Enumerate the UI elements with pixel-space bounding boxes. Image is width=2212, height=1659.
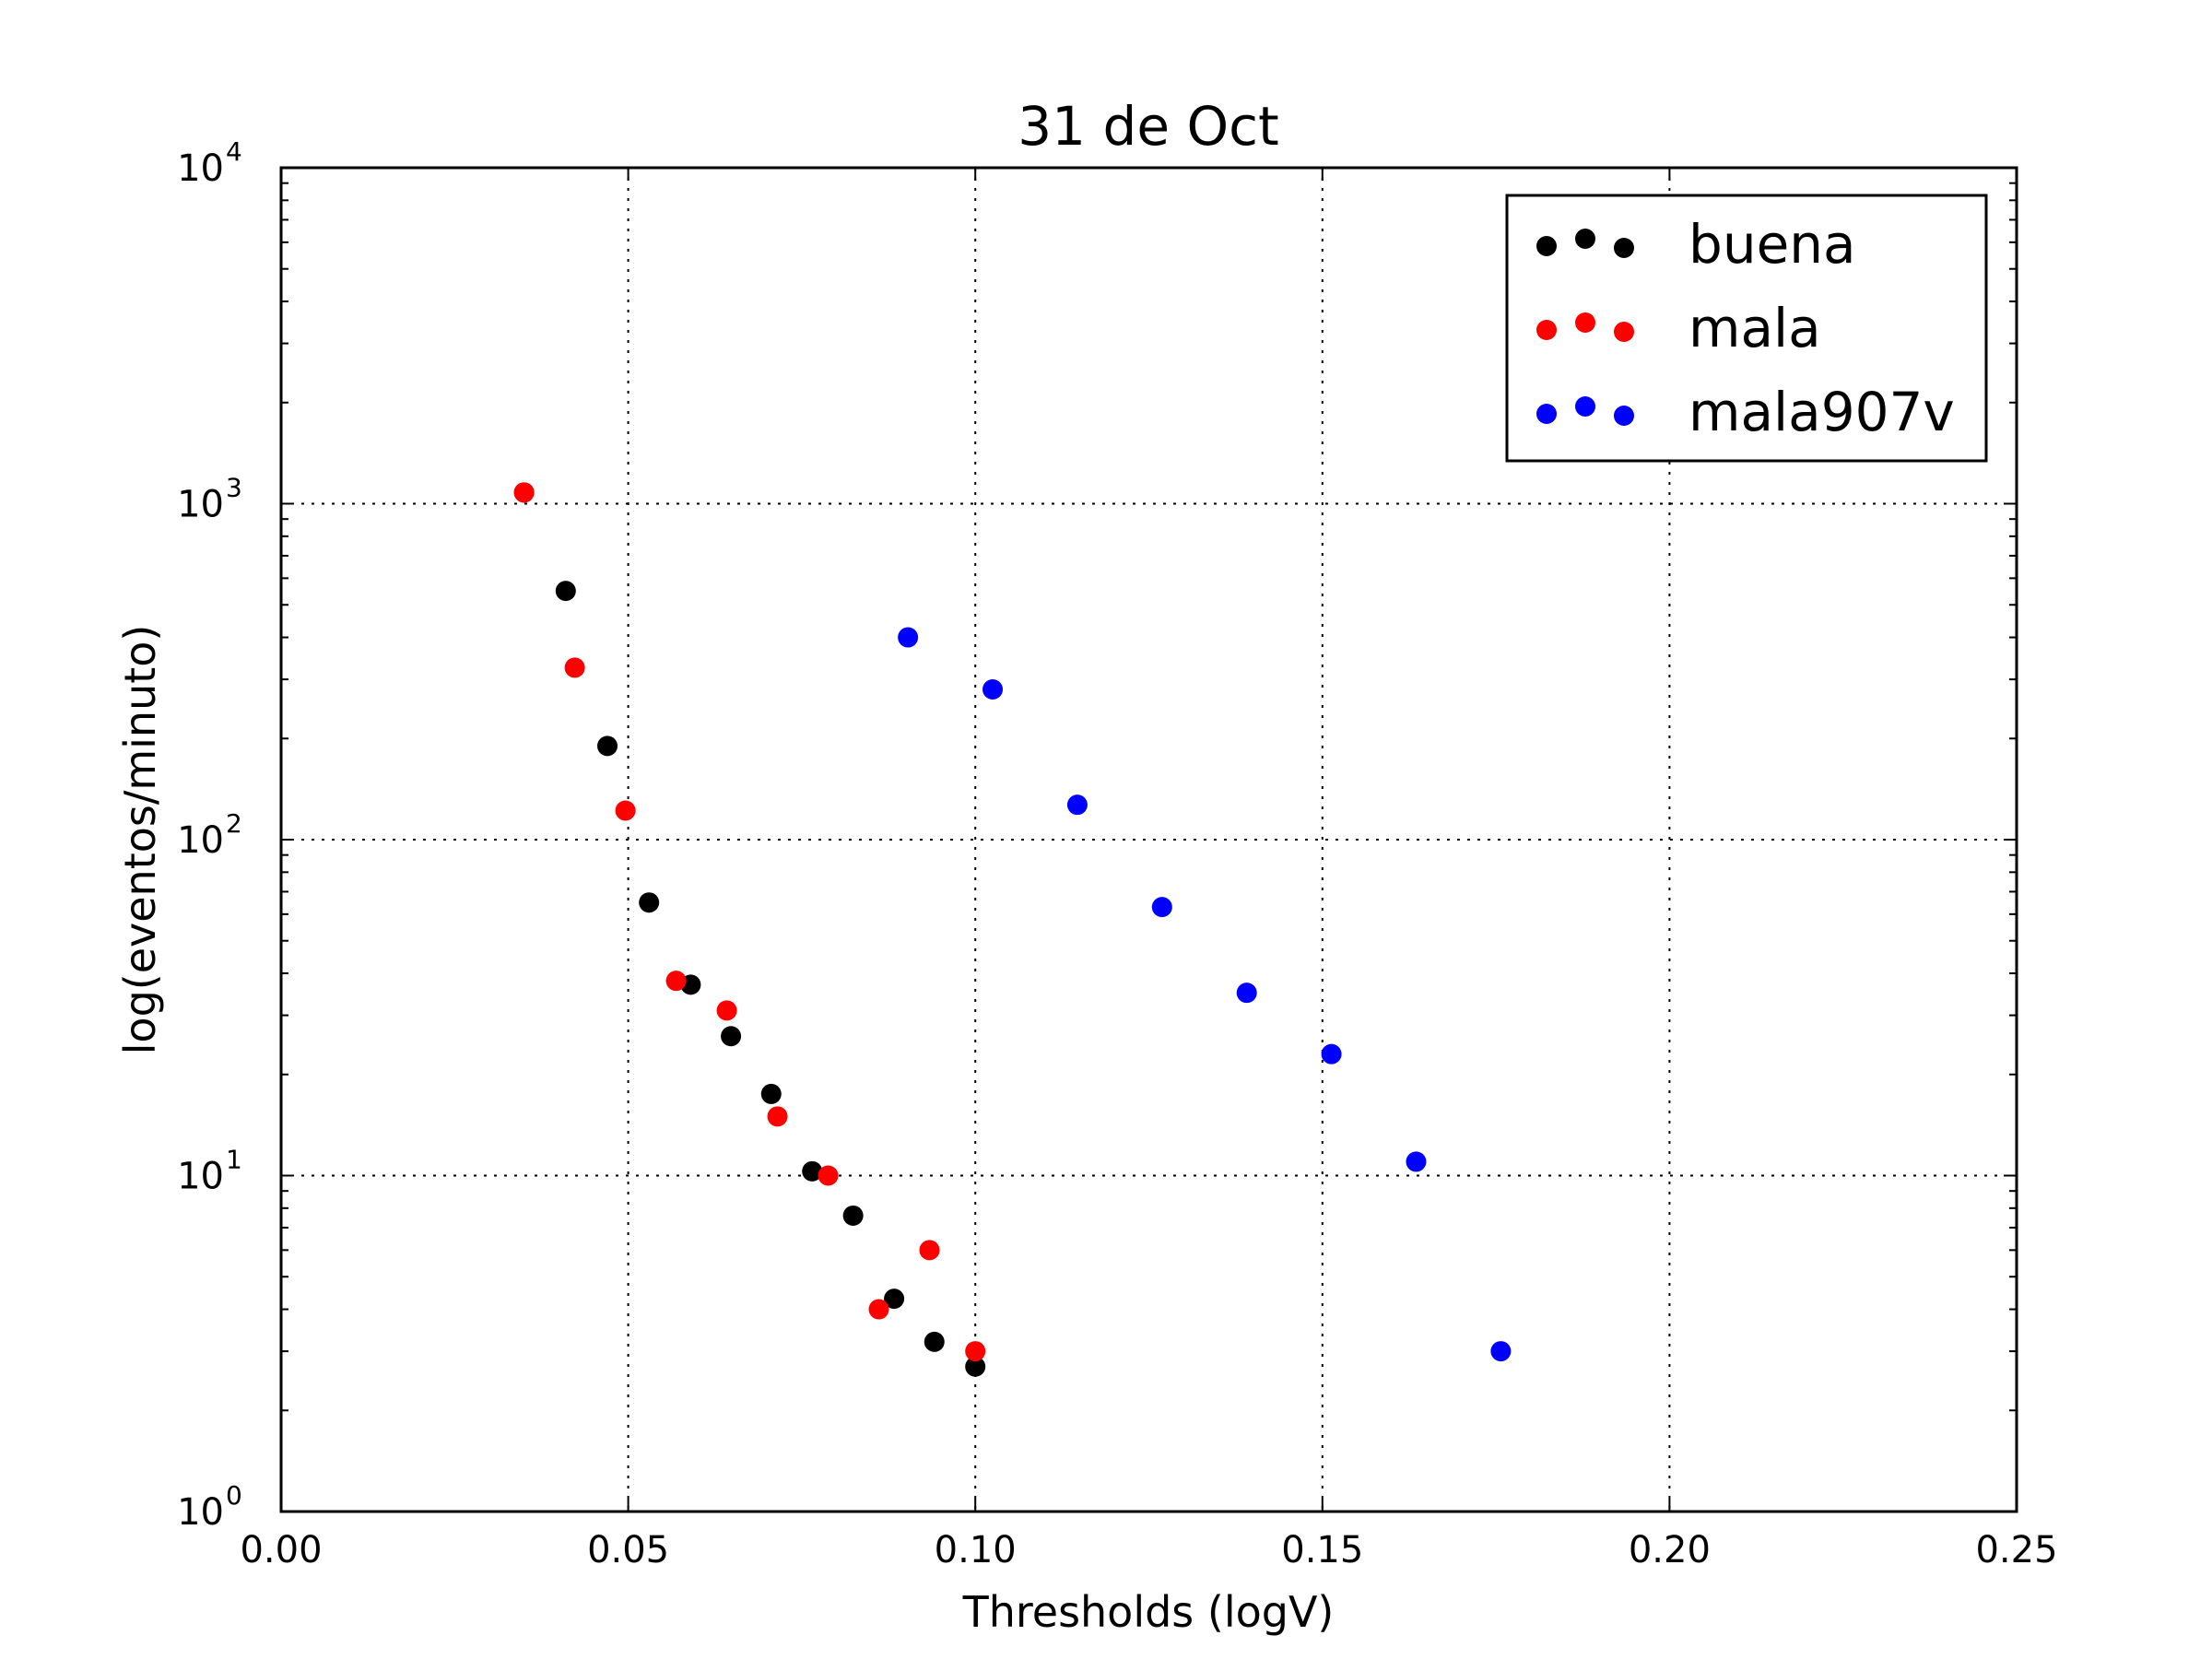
- legend: buena mala mala907v: [1505, 194, 1988, 463]
- data-points: [513, 482, 1512, 1377]
- y-tick-label: 10: [177, 484, 224, 526]
- legend-marker: [1575, 229, 1595, 249]
- x-tick-label: 0.10: [935, 1529, 1017, 1571]
- point-buena: [555, 581, 576, 602]
- y-tick-exponent: 0: [226, 1480, 242, 1511]
- legend-marker: [1536, 236, 1557, 256]
- legend-label: mala907v: [1688, 381, 1955, 443]
- point-mala907v: [1151, 897, 1172, 918]
- point-buena: [760, 1083, 782, 1104]
- y-tick-exponent: 2: [226, 808, 242, 839]
- x-tick-label: 0.25: [1975, 1529, 2057, 1571]
- legend-marker: [1536, 320, 1557, 340]
- legend-marker: [1614, 322, 1634, 342]
- point-mala: [716, 1000, 737, 1021]
- point-buena: [924, 1331, 945, 1352]
- x-tick-label: 0.05: [587, 1529, 669, 1571]
- x-tick-labels: 0.00 0.05 0.10 0.15 0.20 0.25: [240, 1529, 2057, 1571]
- point-mala: [868, 1299, 889, 1320]
- point-buena: [721, 1026, 742, 1047]
- point-mala: [615, 800, 636, 821]
- point-mala: [919, 1240, 940, 1261]
- legend-marker: [1575, 312, 1595, 333]
- x-axis-label: Thresholds (logV): [962, 1587, 1335, 1637]
- point-mala: [665, 971, 687, 992]
- point-mala907v: [1406, 1151, 1427, 1172]
- legend-marker: [1614, 238, 1634, 258]
- legend-marker: [1536, 404, 1557, 424]
- y-tick-label: 10: [177, 819, 224, 862]
- legend-label: buena: [1688, 213, 1856, 276]
- legend-marker: [1575, 396, 1595, 417]
- x-tick-label: 0.20: [1629, 1529, 1711, 1571]
- series-mala907v: [898, 627, 1512, 1362]
- point-buena: [597, 735, 618, 757]
- point-mala: [767, 1106, 788, 1127]
- point-mala907v: [1490, 1341, 1512, 1362]
- y-axis-label: log(eventos/minuto): [115, 625, 165, 1055]
- y-tick-label: 10: [177, 1156, 224, 1198]
- y-tick-exponent: 4: [226, 136, 242, 167]
- point-mala907v: [1066, 794, 1088, 816]
- series-mala: [513, 482, 986, 1362]
- plot-frame: [279, 166, 2018, 1513]
- point-buena: [884, 1288, 905, 1310]
- point-mala907v: [1236, 982, 1257, 1004]
- y-tick-exponent: 1: [226, 1145, 242, 1175]
- point-mala: [513, 482, 535, 503]
- y-tick-label: 10: [177, 1491, 224, 1534]
- point-buena: [802, 1160, 823, 1182]
- x-tick-label: 0.00: [240, 1529, 322, 1571]
- point-buena: [639, 892, 660, 913]
- point-mala907v: [898, 627, 919, 648]
- point-mala907v: [1321, 1043, 1342, 1065]
- point-buena: [965, 1356, 986, 1377]
- legend-label: mala: [1688, 297, 1821, 359]
- x-tick-label: 0.15: [1281, 1529, 1363, 1571]
- point-buena: [842, 1205, 864, 1226]
- point-mala: [965, 1341, 986, 1362]
- point-mala907v: [982, 679, 1004, 700]
- point-mala: [818, 1165, 839, 1186]
- y-tick-exponent: 3: [226, 473, 242, 503]
- point-mala: [564, 657, 585, 678]
- y-tick-label: 10: [177, 147, 224, 190]
- chart-title: 31 de Oct: [1018, 95, 1278, 158]
- legend-marker: [1614, 406, 1634, 426]
